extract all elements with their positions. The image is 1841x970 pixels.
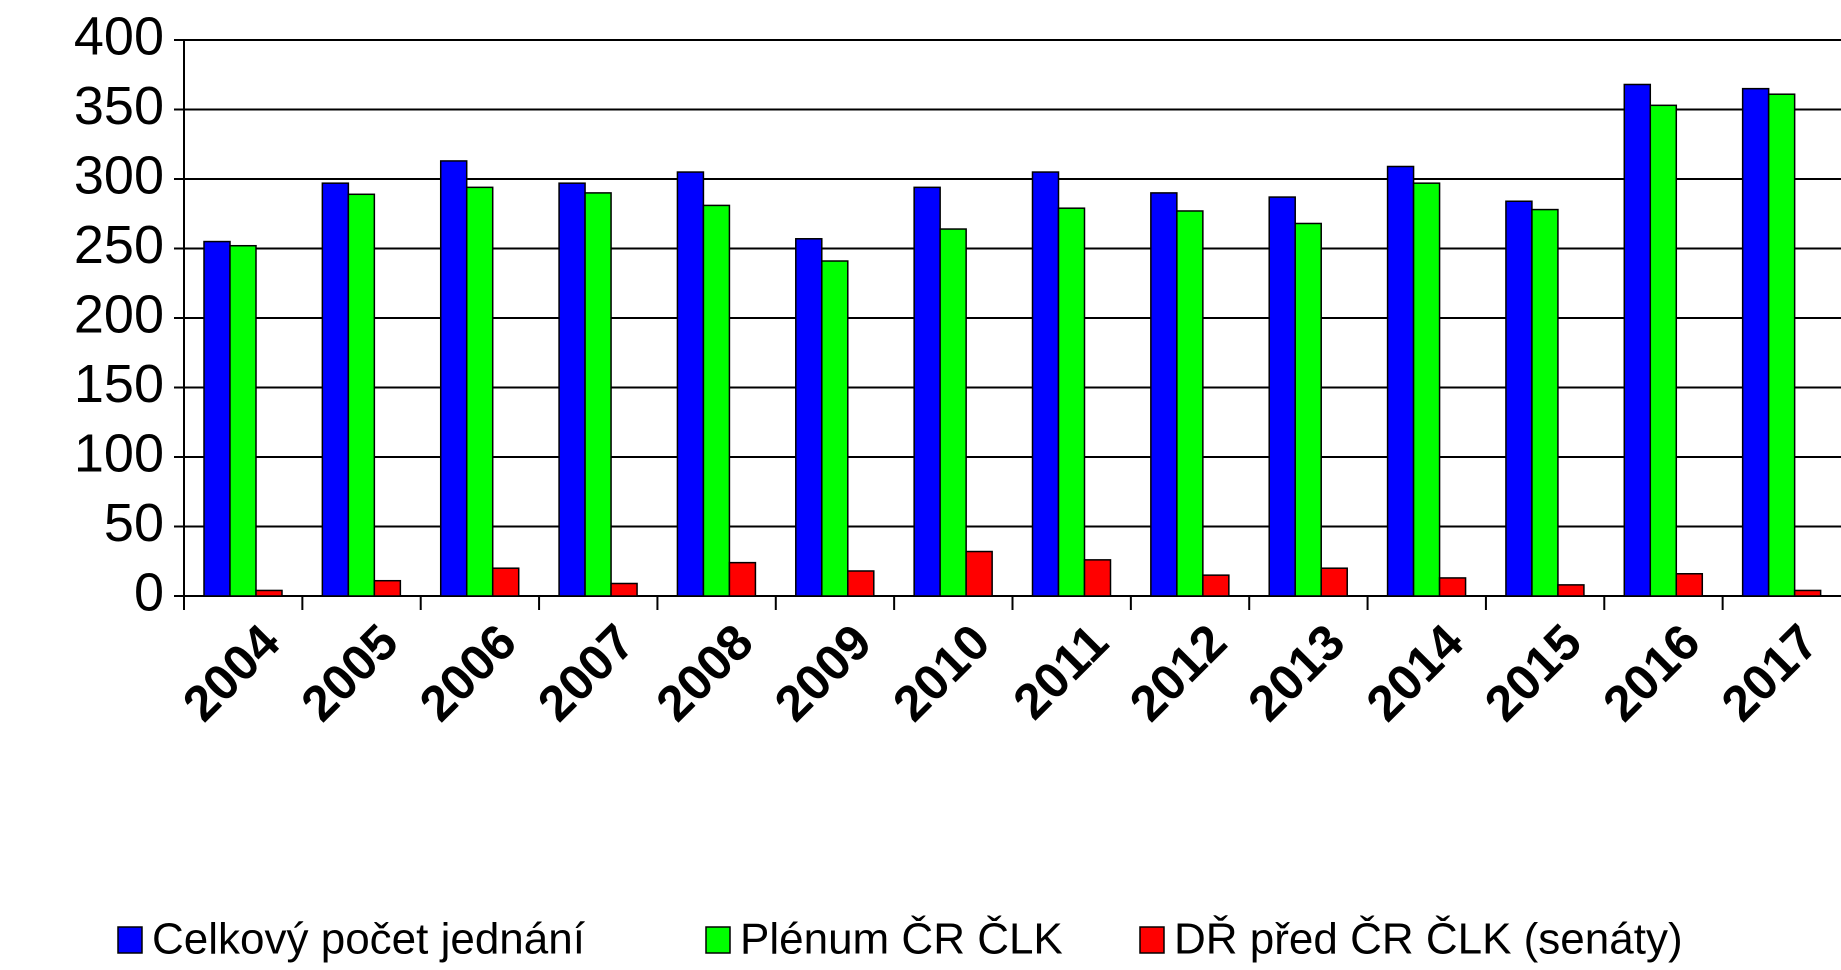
bar bbox=[1675, 573, 1704, 597]
x-tick-label: 2008 bbox=[645, 614, 763, 732]
x-tick-label: 2005 bbox=[290, 614, 408, 732]
bar bbox=[1386, 165, 1415, 597]
bar bbox=[610, 582, 638, 597]
legend-label: Celkový počet jednání bbox=[152, 915, 586, 964]
x-tick-label: 2009 bbox=[764, 614, 882, 732]
y-tick-label: 50 bbox=[104, 493, 164, 553]
bar bbox=[203, 240, 231, 597]
bar bbox=[1793, 589, 1822, 597]
bar bbox=[1767, 93, 1796, 597]
y-tick-label: 250 bbox=[74, 215, 164, 275]
bar bbox=[1202, 574, 1230, 597]
bar bbox=[676, 171, 705, 597]
x-tick-label: 2007 bbox=[527, 614, 645, 732]
legend-swatch bbox=[117, 926, 143, 954]
bar bbox=[1623, 83, 1652, 597]
legend-label: DŘ před ČR ČLK (senáty) bbox=[1174, 914, 1683, 964]
y-tick-label: 200 bbox=[74, 284, 164, 344]
y-tick-label: 400 bbox=[74, 6, 164, 66]
bar bbox=[439, 160, 468, 597]
bar bbox=[1150, 192, 1178, 597]
bar bbox=[373, 579, 402, 597]
x-tick-label: 2017 bbox=[1711, 614, 1829, 732]
bar bbox=[558, 182, 586, 597]
bar bbox=[1412, 182, 1441, 597]
legend-label: Plénum ČR ČLK bbox=[740, 914, 1063, 964]
bar bbox=[1294, 222, 1322, 597]
bar bbox=[1557, 584, 1585, 597]
y-tick-label: 0 bbox=[134, 562, 164, 622]
bar bbox=[702, 204, 731, 597]
bar bbox=[321, 182, 350, 597]
bar bbox=[1083, 559, 1112, 597]
bar bbox=[1531, 208, 1559, 597]
bar bbox=[491, 567, 520, 597]
x-tick-label: 2010 bbox=[882, 614, 1000, 732]
bar bbox=[1741, 87, 1770, 597]
bar bbox=[1031, 171, 1060, 597]
legend-swatch bbox=[1139, 926, 1165, 954]
bar bbox=[584, 192, 612, 597]
x-tick-label: 2014 bbox=[1356, 613, 1474, 731]
x-tick-label: 2004 bbox=[172, 613, 290, 731]
bar bbox=[821, 260, 849, 597]
y-tick-label: 100 bbox=[74, 423, 164, 483]
bar bbox=[847, 570, 875, 597]
x-tick-label: 2013 bbox=[1237, 614, 1355, 732]
y-tick-label: 350 bbox=[74, 76, 164, 136]
bar bbox=[255, 589, 283, 597]
bar bbox=[965, 550, 993, 597]
bar bbox=[1649, 104, 1678, 597]
x-tick-label: 2006 bbox=[409, 614, 527, 732]
bar bbox=[347, 193, 376, 597]
legend-swatch bbox=[705, 926, 731, 954]
bar bbox=[1268, 196, 1296, 597]
bar bbox=[1057, 207, 1086, 597]
bar bbox=[728, 561, 757, 597]
bar bbox=[1438, 577, 1467, 597]
bar bbox=[939, 228, 967, 597]
bar bbox=[913, 186, 941, 597]
x-tick-label: 2016 bbox=[1592, 614, 1710, 732]
bar bbox=[1176, 210, 1204, 597]
bar bbox=[1320, 567, 1348, 597]
bar bbox=[1505, 200, 1533, 597]
bar bbox=[229, 244, 257, 597]
y-tick-label: 300 bbox=[74, 145, 164, 205]
x-tick-label: 2011 bbox=[1002, 614, 1118, 730]
x-tick-label: 2015 bbox=[1474, 614, 1592, 732]
x-tick-label: 2012 bbox=[1119, 614, 1237, 732]
bar bbox=[795, 238, 823, 597]
y-tick-label: 150 bbox=[74, 354, 164, 414]
bar bbox=[465, 186, 494, 597]
